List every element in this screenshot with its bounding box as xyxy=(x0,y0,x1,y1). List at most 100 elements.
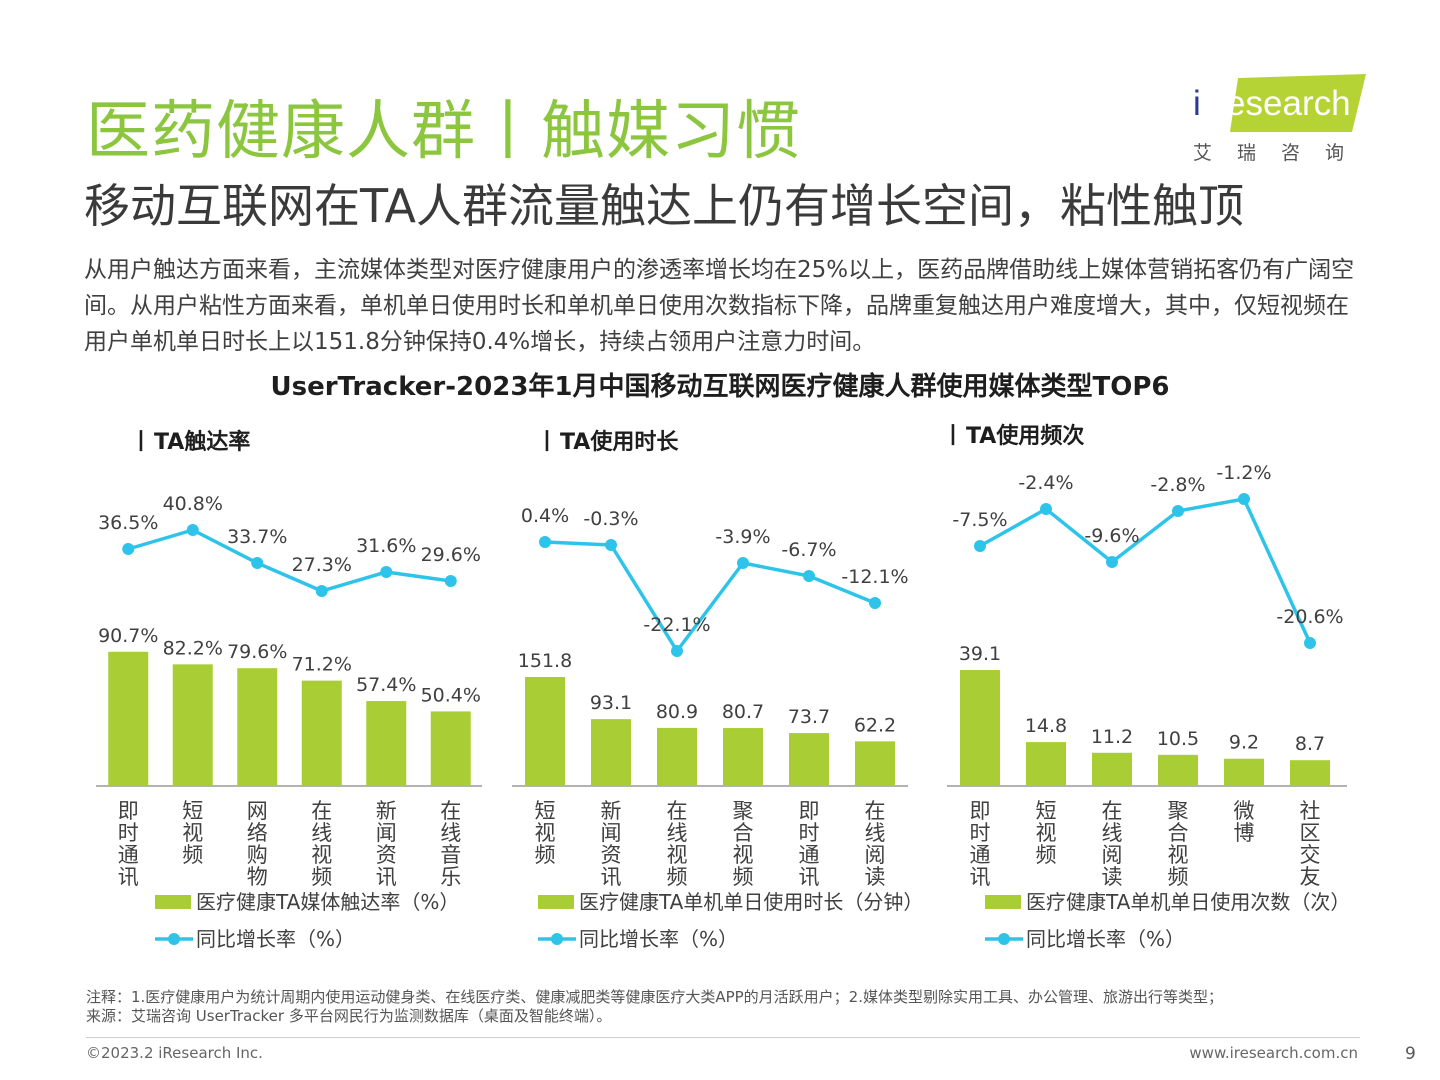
growth-point xyxy=(186,524,199,536)
legend-bar-swatch xyxy=(538,895,574,909)
panel-title: TA使用时长 xyxy=(560,430,679,455)
bar xyxy=(960,670,1000,786)
panel-title-marker: 丨 xyxy=(942,424,964,449)
legend-line-marker xyxy=(168,933,180,945)
bar-data-label: 71.2% xyxy=(292,654,352,676)
legend-line-marker xyxy=(551,933,563,945)
growth-point xyxy=(251,557,264,569)
growth-point xyxy=(1238,493,1250,505)
growth-line xyxy=(979,497,1312,644)
bar-data-label: 10.5 xyxy=(1157,728,1199,750)
category-label: 新闻资讯 xyxy=(376,799,397,889)
growth-data-label: -2.4% xyxy=(1018,472,1073,494)
bar xyxy=(723,728,763,786)
legend-line-label: 同比增长率（%） xyxy=(196,927,355,951)
growth-data-label: -2.8% xyxy=(1150,474,1205,496)
growth-line xyxy=(544,540,876,653)
bar-data-label: 39.1 xyxy=(959,643,1001,665)
logo-i: i xyxy=(1193,84,1201,123)
growth-data-label: -22.1% xyxy=(643,614,710,636)
category-label: 在线阅读 xyxy=(1102,799,1123,889)
bar-data-label: 50.4% xyxy=(421,684,481,706)
bar-data-label: 80.9 xyxy=(656,701,698,723)
growth-data-label: -20.6% xyxy=(1276,606,1343,628)
growth-point xyxy=(380,566,393,578)
growth-data-label: -6.7% xyxy=(781,539,836,561)
growth-data-label: 29.6% xyxy=(421,544,481,566)
growth-point xyxy=(444,575,457,587)
description-paragraph: 从用户触达方面来看，主流媒体类型对医疗健康用户的渗透率增长均在25%以上，医药品… xyxy=(84,257,1355,355)
growth-data-label: -7.5% xyxy=(952,509,1007,531)
bar xyxy=(789,733,829,786)
legend-bar-swatch xyxy=(155,895,191,909)
growth-data-label: -3.9% xyxy=(715,526,770,548)
growth-data-label: 33.7% xyxy=(227,526,287,548)
growth-point xyxy=(1040,503,1052,515)
iresearch-logo-icon xyxy=(1230,74,1366,132)
bar xyxy=(301,680,342,786)
panel-title-marker: 丨 xyxy=(130,430,152,455)
growth-data-label: -1.2% xyxy=(1216,462,1271,484)
growth-point xyxy=(1304,637,1316,649)
bar-data-label: 57.4% xyxy=(356,674,416,696)
bar-data-label: 9.2 xyxy=(1229,732,1259,754)
growth-point xyxy=(122,543,135,555)
category-label: 即时通讯 xyxy=(799,799,820,889)
category-label: 在线视频 xyxy=(311,799,332,889)
footer-divider xyxy=(86,1037,1360,1038)
bar-data-label: 80.7 xyxy=(722,701,764,723)
growth-data-label: 31.6% xyxy=(356,535,416,557)
website-link[interactable]: www.iresearch.com.cn xyxy=(1189,1044,1358,1062)
growth-point xyxy=(869,597,881,609)
category-label: 短视频 xyxy=(1036,799,1057,867)
charts-title: UserTracker-2023年1月中国移动互联网医疗健康人群使用媒体类型TO… xyxy=(270,372,1170,402)
growth-data-label: 0.4% xyxy=(521,505,569,527)
bar xyxy=(657,727,697,786)
growth-data-label: 36.5% xyxy=(98,512,158,534)
growth-point xyxy=(1106,556,1118,568)
category-label: 即时通讯 xyxy=(118,799,139,889)
bar-data-label: 62.2 xyxy=(854,714,896,736)
category-label: 在线视频 xyxy=(667,799,688,889)
category-label: 短视频 xyxy=(535,799,556,867)
legend-line-label: 同比增长率（%） xyxy=(579,927,738,951)
category-label: 在线音乐 xyxy=(440,799,461,889)
legend-bar-swatch xyxy=(985,895,1021,909)
growth-data-label: 40.8% xyxy=(163,493,223,515)
growth-point xyxy=(671,645,683,657)
logo-wordmark: iResearch xyxy=(1193,84,1351,124)
bar-data-label: 14.8 xyxy=(1025,715,1067,737)
legend-bar-label: 医疗健康TA单机单日使用时长（分钟） xyxy=(579,890,923,914)
logo-research: Research xyxy=(1200,84,1351,123)
bar-data-label: 79.6% xyxy=(227,641,287,663)
logo-chinese: 艾瑞咨询 xyxy=(1193,142,1370,164)
bar xyxy=(1290,760,1330,786)
copyright: ©2023.2 iResearch Inc. xyxy=(86,1044,263,1062)
bar-data-label: 151.8 xyxy=(518,650,572,672)
bar xyxy=(366,701,407,786)
growth-data-label: -12.1% xyxy=(841,566,908,588)
panel-title-marker: 丨 xyxy=(536,430,558,455)
category-label: 社区交友 xyxy=(1300,799,1321,889)
footnote-note: 注释：1.医疗健康用户为统计周期内使用运动健身类、在线医疗类、健康减肥类等健康医… xyxy=(86,988,1223,1006)
growth-point xyxy=(605,539,617,551)
bar xyxy=(855,741,895,786)
growth-point xyxy=(539,536,551,548)
growth-point xyxy=(737,557,749,569)
category-label: 新闻资讯 xyxy=(601,799,622,889)
panel-title: TA触达率 xyxy=(154,429,250,455)
legend-bar-label: 医疗健康TA媒体触达率（%） xyxy=(196,890,459,914)
growth-point xyxy=(803,570,815,582)
bar xyxy=(237,668,278,786)
category-label: 在线阅读 xyxy=(865,799,886,889)
category-label: 短视频 xyxy=(182,799,203,867)
growth-data-label: 27.3% xyxy=(292,554,352,576)
growth-data-label: -0.3% xyxy=(583,508,638,530)
bar-data-label: 73.7 xyxy=(788,706,830,728)
category-label: 聚合视频 xyxy=(1168,799,1189,889)
growth-point xyxy=(1172,505,1184,517)
category-label: 即时通讯 xyxy=(970,799,991,889)
category-label: 微博 xyxy=(1234,799,1255,845)
page-number: 9 xyxy=(1405,1044,1416,1064)
